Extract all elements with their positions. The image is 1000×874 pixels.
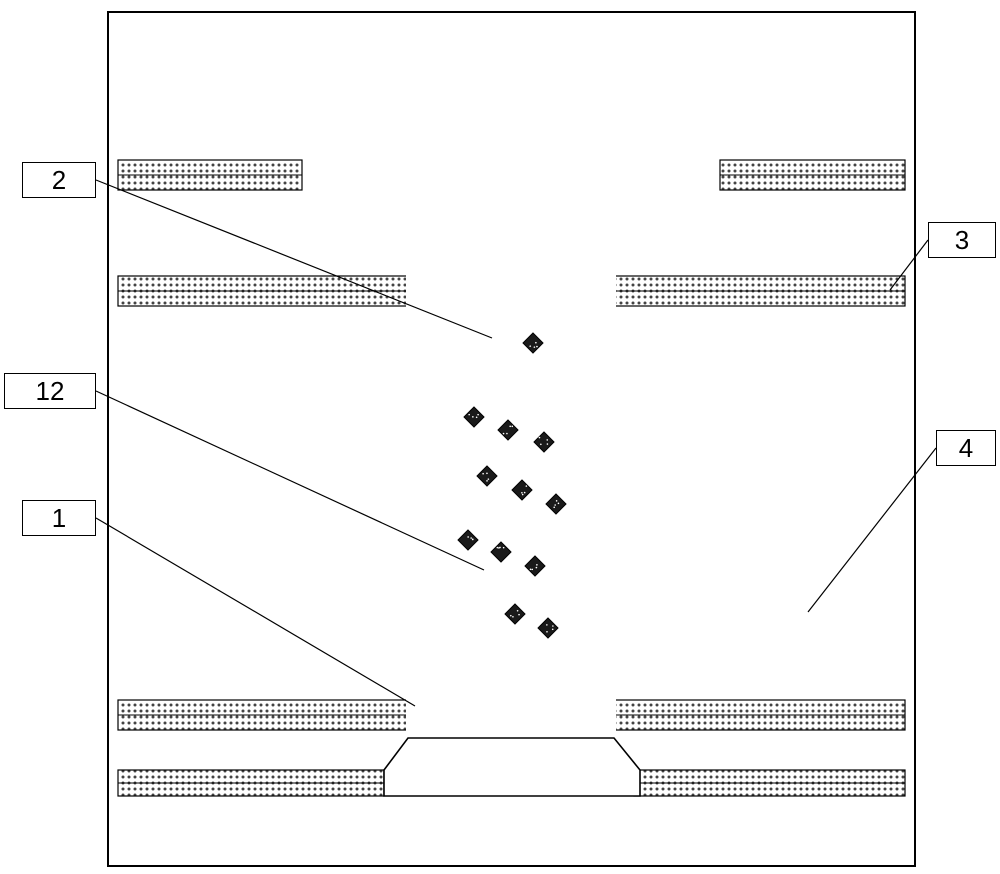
technical-diagram — [0, 0, 1000, 874]
label-4: 4 — [936, 430, 996, 466]
label-1: 1 — [22, 500, 96, 536]
column-mask — [406, 200, 616, 740]
label-12: 12 — [4, 373, 96, 409]
label-3: 3 — [928, 222, 996, 258]
column-base — [384, 738, 640, 796]
label-2: 2 — [22, 162, 96, 198]
